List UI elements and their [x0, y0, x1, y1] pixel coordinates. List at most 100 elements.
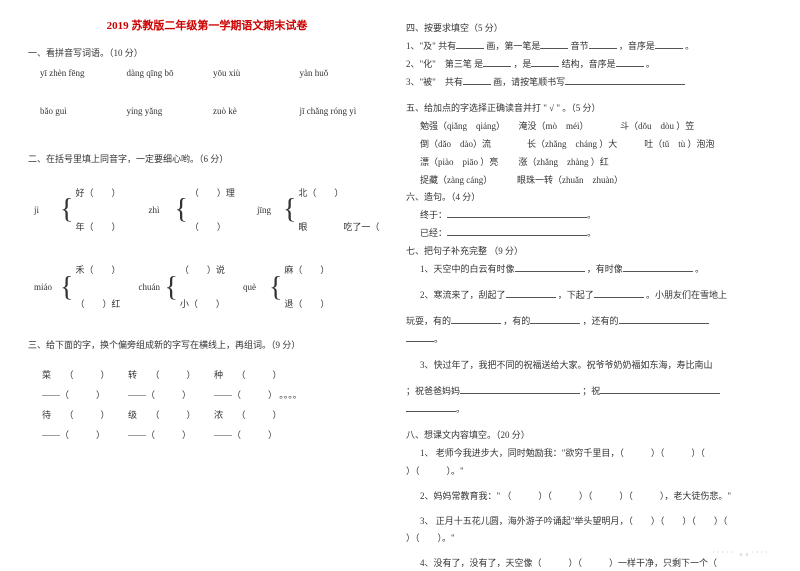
q2-g4-a: 禾（ ）: [75, 262, 120, 279]
q4-l1e: 。: [685, 41, 694, 51]
q7-head: 七、把句子补充完整 （9 分）: [406, 245, 772, 259]
q4-l1a: 1、"及" 共有: [406, 41, 456, 51]
q4-l2d: 。: [646, 59, 655, 69]
q1-r1-d: yàn huǒ: [300, 67, 387, 81]
brace-icon: {: [269, 274, 282, 302]
q7-l2a: 2、寒流来了，刮起了: [420, 290, 506, 300]
q3-row4: ——（ ） ——（ ） ——（ ）: [42, 429, 386, 443]
q6-l2: 已经：。: [420, 227, 772, 241]
q4-l3a: 3、"被" 共有: [406, 77, 463, 87]
q7-tail-dot2: 。: [456, 404, 465, 414]
q2-g4-lead: miáo: [34, 279, 60, 296]
q8-l2: 2、妈妈常教育我：" （ ）（ ）（ ）（ ），老大徒伤悲。": [420, 490, 772, 504]
q7-l2d: 玩耍，有的: [406, 316, 451, 326]
q6-l2-label: 已经：: [420, 228, 447, 238]
q3-r2-b: ——（ ）: [128, 389, 214, 403]
q3-r1-a: 菜 （ ）: [42, 369, 128, 383]
q1-r2-a: bǎo guì: [40, 105, 127, 119]
q4-l2a: 2、"化" 第三笔 是: [406, 59, 483, 69]
watermark: ····· 。。····: [712, 547, 770, 559]
q2-g4-b: （ ）红: [75, 296, 120, 313]
q3-r4-b: ——（ ）: [128, 429, 214, 443]
q2-g6-b: 退（ ）: [284, 296, 329, 313]
q3-row2: ——（ ） ——（ ） ——（ ） 。。。。: [42, 389, 386, 403]
q2-g6-lead: què: [243, 279, 269, 296]
q6-head: 六、造句。（4 分）: [406, 191, 772, 205]
q7-l2e: ，有的: [503, 316, 530, 326]
q5-r3: 漂（piào piāo ）亮 涨（zhǎng zhàng ）红: [420, 156, 772, 170]
q4-l2c: 结构，音序是: [562, 59, 616, 69]
q3-r3-c: 浓 （ ）: [214, 409, 300, 423]
q2-group1: jì { 好（ ） 年（ ） zhì { （ ）理 （ ） jīng { 北（ …: [34, 185, 386, 236]
q8-l1b: ）（ ）。": [406, 465, 772, 479]
q7-l3b-txt: ；祝爸爸妈妈: [406, 386, 460, 396]
q5-r4: 捉藏（zàng cáng） 眼珠一转（zhuǎn zhuàn）: [420, 174, 772, 188]
brace-icon: {: [174, 196, 187, 224]
q2-g3-b: 眼 吃了一（: [298, 219, 379, 236]
q8-l1: 1、 老师今我进步大，同时勉励我："欲穷千里目，（ ）（ ）（: [420, 447, 772, 461]
q2-g3-lead: jīng: [257, 202, 283, 219]
q3-row1: 菜 （ ） 转 （ ） 种 （ ）: [42, 369, 386, 383]
q2-g5-b: 小（ ）: [180, 296, 225, 313]
q3-row3: 待 （ ） 级 （ ） 浓 （ ）: [42, 409, 386, 423]
q2-g1-a: 好（ ）: [75, 185, 120, 202]
q7-l3c-txt: ；祝: [582, 386, 600, 396]
q7-l2b: ，下起了: [558, 290, 594, 300]
q3-head: 三、给下面的字，换个偏旁组成新的字写在横线上，再组词。（9 分）: [28, 339, 386, 353]
q1-r2-c: zuò kè: [213, 105, 300, 119]
q1-r2-b: yíng yǎng: [127, 105, 214, 119]
q3-r1-b: 转 （ ）: [128, 369, 214, 383]
q2-g2-b: （ ）: [190, 219, 235, 236]
q3-r4-a: ——（ ）: [42, 429, 128, 443]
q7-l1a: 1、天空中的白云有时像: [420, 264, 515, 274]
q2-head: 二、在括号里填上同音字，一定要细心哟。（6 分）: [28, 153, 386, 167]
q8-head: 八、想课文内容填空。（20 分）: [406, 429, 772, 443]
brace-icon: {: [60, 196, 73, 224]
q3-r2-c: ——（ ） 。。。。: [214, 389, 300, 403]
q8-l3: 3、 正月十五花儿圆，海外游子吟诵起"举头望明月，（ ）（ ）（ ）（: [420, 515, 772, 529]
q8-l4: 4、没有了，没有了，天空像（ ）（ ）一样干净，只剩下一个（: [420, 557, 772, 571]
q2-g6-a: 麻（ ）: [284, 262, 329, 279]
q7-l3b: ；祝爸爸妈妈 ；祝: [406, 385, 772, 399]
q2-g2-lead: zhì: [148, 202, 174, 219]
q7-tail2: 。: [406, 403, 772, 417]
q4-l1: 1、"及" 共有 画，第一笔是 音节 ，音序是 。: [406, 40, 772, 54]
q7-l3: 3、快过年了，我把不同的祝福送给大家。祝爷爷奶奶福如东海，寿比南山: [420, 359, 772, 373]
q4-l2: 2、"化" 第三笔 是 ，是 结构，音序是 。: [406, 58, 772, 72]
q3-r3-a: 待 （ ）: [42, 409, 128, 423]
q7-l2c: 。小朋友们在雪地上: [646, 290, 727, 300]
q2-g2-a: （ ）理: [190, 185, 235, 202]
q1-row1: yī zhèn fēng dàng qīng bō yōu xiù yàn hu…: [40, 67, 386, 81]
q7-l1b: ，有时像: [587, 264, 623, 274]
q3-r3-b: 级 （ ）: [128, 409, 214, 423]
q4-l2b: ，是: [513, 59, 531, 69]
q1-row2: bǎo guì yíng yǎng zuò kè jī chǎng róng y…: [40, 105, 386, 119]
q7-l2b-row: 玩耍，有的 ，有的 ，还有的: [406, 315, 772, 329]
q7-l1c: 。: [695, 264, 704, 274]
q2-group2: miáo { 禾（ ） （ ）红 chuán { （ ）说 小（ ） què {…: [34, 262, 386, 313]
brace-icon: {: [60, 274, 73, 302]
q8-l3b: ）（ ）。": [406, 532, 772, 546]
brace-icon: {: [283, 196, 296, 224]
q5-r1: 勉强（qiǎng qiáng） 淹没（mò méi） 斗（dǒu dòu ）笠: [420, 120, 772, 134]
q4-l1d: ，音序是: [619, 41, 655, 51]
q7-l2: 2、寒流来了，刮起了 ，下起了 。小朋友们在雪地上: [420, 289, 772, 303]
q1-head: 一、看拼音写词语。（10 分）: [28, 47, 386, 61]
q4-l3: 3、"被" 共有 画，请按笔顺书写: [406, 76, 772, 90]
q7-tail1: 。: [406, 333, 772, 347]
q4-head: 四、按要求填空（5 分）: [406, 22, 772, 36]
q3-r1-c: 种 （ ）: [214, 369, 300, 383]
q1-r1-b: dàng qīng bō: [127, 67, 214, 81]
q2-g5-lead: chuán: [138, 279, 164, 296]
q2-g1-b: 年（ ）: [75, 219, 120, 236]
q1-r2-d: jī chǎng róng yì: [300, 105, 387, 119]
brace-icon: {: [164, 274, 177, 302]
q5-head: 五、给加点的字选择正确读音并打 " √ " 。（5 分）: [406, 102, 772, 116]
q4-l3b: 画，请按笔顺书写: [493, 77, 565, 87]
q1-r1-a: yī zhèn fēng: [40, 67, 127, 81]
q5-r2: 倒（dǎo dào）流 长（zhǎng cháng ）大 吐（tǔ tù ）泡泡: [420, 138, 772, 152]
q2-g1-lead: jì: [34, 202, 60, 219]
q6-l1-label: 终于：: [420, 210, 447, 220]
q4-l1b: 画，第一笔是: [486, 41, 540, 51]
q2-g5-a: （ ）说: [180, 262, 225, 279]
